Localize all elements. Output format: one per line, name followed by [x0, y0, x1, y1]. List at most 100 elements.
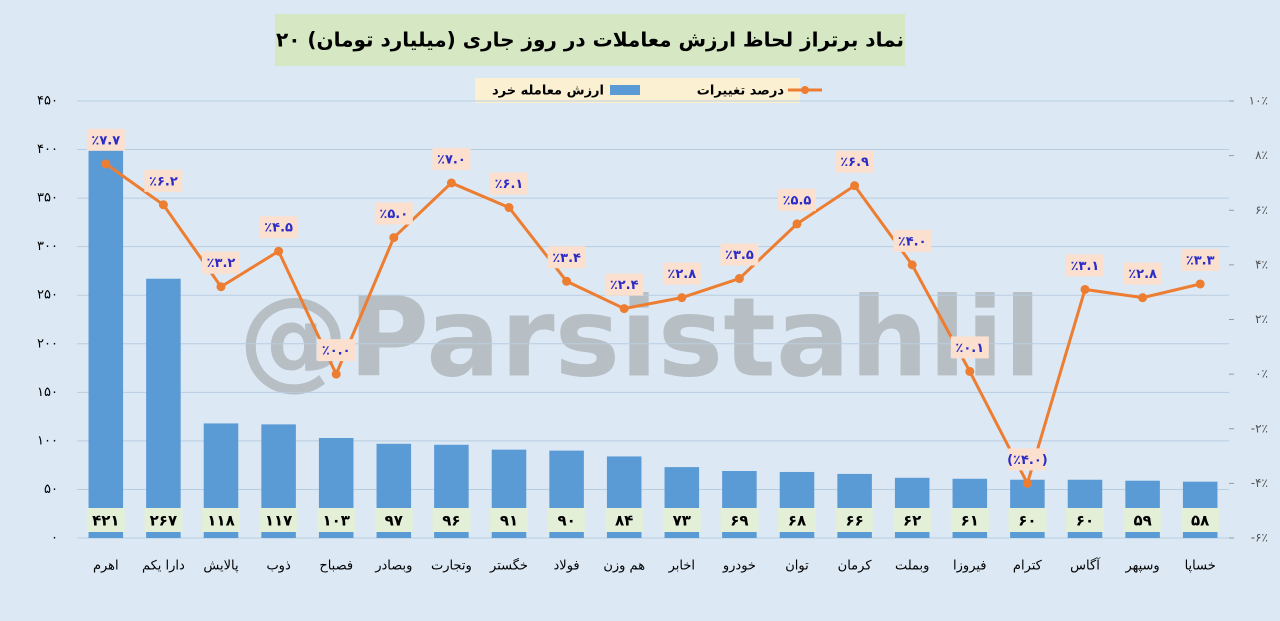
point-label-box [374, 202, 413, 225]
bar-label-box [144, 508, 183, 532]
legend-swatch [801, 86, 809, 94]
y2-tick-label: ۶٪ [1255, 203, 1268, 217]
point-label: ٪۲.۸ [667, 267, 696, 282]
bar-label-box [893, 508, 932, 532]
bar-label-box [1066, 508, 1104, 532]
point-label: ٪۳.۴ [552, 251, 581, 266]
point-label-box [835, 150, 874, 173]
x-tick-label: خگستر [489, 558, 528, 574]
point-label: ٪۲.۸ [1128, 267, 1157, 282]
point-label-box [662, 262, 701, 285]
point-label-box [893, 229, 932, 252]
point-label: ٪۲.۴ [610, 278, 639, 293]
bar-label-box [1008, 508, 1047, 532]
point-label: ٪۵.۰ [379, 207, 408, 222]
point [389, 233, 399, 243]
bar-label-box [778, 508, 816, 532]
bar-label-box [605, 508, 644, 532]
point-label-box [720, 243, 759, 266]
point [1022, 478, 1032, 488]
point-label: ٪۷.۷ [91, 133, 120, 148]
x-tick-label: وبصادر [374, 559, 412, 574]
point-label: ٪۴.۵ [264, 221, 293, 236]
point [619, 304, 629, 314]
point-label-box [778, 188, 816, 211]
bar-label-box [490, 508, 528, 532]
point [965, 366, 975, 376]
point [792, 219, 802, 229]
x-tick-label: پالایش [203, 559, 239, 574]
point-label-box [547, 246, 586, 269]
x-tick-label: هم وزن [603, 559, 645, 574]
y2-tick-label: ۴٪ [1255, 257, 1268, 271]
chart-title: ۲۰ نماد برتراز لحاظ ارزش معاملات در روز … [276, 28, 904, 52]
bar-label: ۱۱۷ [265, 512, 292, 530]
x-tick-label: فولاد [554, 559, 580, 574]
x-tick-label: اهرم [93, 559, 119, 574]
y2-tick-label: ۸٪ [1255, 148, 1268, 162]
point [677, 293, 687, 303]
bar-label-box [720, 508, 759, 532]
point-label-box [202, 251, 240, 274]
point [158, 200, 168, 210]
y-tick-label: ۵۰ [44, 482, 58, 497]
bar-label: ۱۰۳ [322, 512, 349, 530]
point-label-box [1066, 254, 1104, 277]
legend-label: درصد تغییرات [697, 84, 785, 99]
point-label-box [950, 336, 989, 359]
bar-label-box [317, 508, 356, 532]
point-label-box [317, 339, 356, 362]
point-label-box [490, 172, 528, 195]
bar-label: ۹۶ [442, 512, 460, 530]
x-tick-label: آگاس [1070, 557, 1101, 574]
y-tick-label: ۱۰۰ [37, 433, 58, 448]
point-label-box [86, 128, 125, 151]
y-tick-label: ۱۵۰ [37, 385, 58, 400]
x-tick-label: توان [785, 559, 809, 574]
bar-label-box [1181, 508, 1220, 532]
x-tick-label: خودرو [722, 559, 756, 574]
bar-label: ۹۷ [385, 512, 403, 530]
bar-label-box [374, 508, 413, 532]
point-label: ٪۳.۳ [1186, 253, 1215, 268]
bar [146, 278, 181, 538]
point [101, 159, 111, 169]
point-label: ٪۶.۹ [840, 155, 869, 170]
x-tick-label: خساپا [1185, 559, 1216, 574]
x-tick-label: وتجارت [431, 559, 472, 574]
bar-label-box [662, 508, 701, 532]
point [1138, 293, 1148, 303]
point-label: (٪۴.۰) [1007, 453, 1048, 468]
legend-swatch [610, 85, 640, 95]
point-label-box [605, 273, 644, 296]
x-tick-label: وبملت [895, 559, 929, 574]
bar-label: ۶۲ [903, 512, 921, 530]
y2-tick-label: ۰٪ [1255, 367, 1268, 381]
x-tick-label: دارا یکم [142, 559, 185, 574]
bar-label-box [86, 508, 125, 532]
point [850, 181, 860, 191]
bar-label: ۱۱۸ [207, 512, 234, 530]
title-box [275, 14, 905, 66]
x-tick-label: فصباح [319, 559, 353, 574]
x-tick-label: کترام [1013, 559, 1043, 574]
bar-label-box [1123, 508, 1162, 532]
point-label-box [259, 216, 298, 239]
point [446, 178, 456, 188]
point [907, 260, 917, 270]
point-label-box [1123, 262, 1162, 285]
point [274, 246, 284, 256]
point-label-box [144, 169, 183, 192]
y2-tick-label: -۶٪ [1251, 531, 1268, 545]
y2-tick-label: -۴٪ [1251, 476, 1268, 490]
point-label-box [1181, 248, 1220, 271]
point-label: ٪۶.۱ [495, 177, 524, 192]
point-label: ٪۳.۵ [725, 248, 754, 263]
y-tick-label: ۴۵۰ [37, 94, 58, 109]
y2-tick-label: ۲٪ [1255, 312, 1268, 326]
point [562, 276, 572, 286]
bar-label: ۸۴ [615, 512, 633, 530]
bar-label: ۶۶ [845, 512, 863, 530]
